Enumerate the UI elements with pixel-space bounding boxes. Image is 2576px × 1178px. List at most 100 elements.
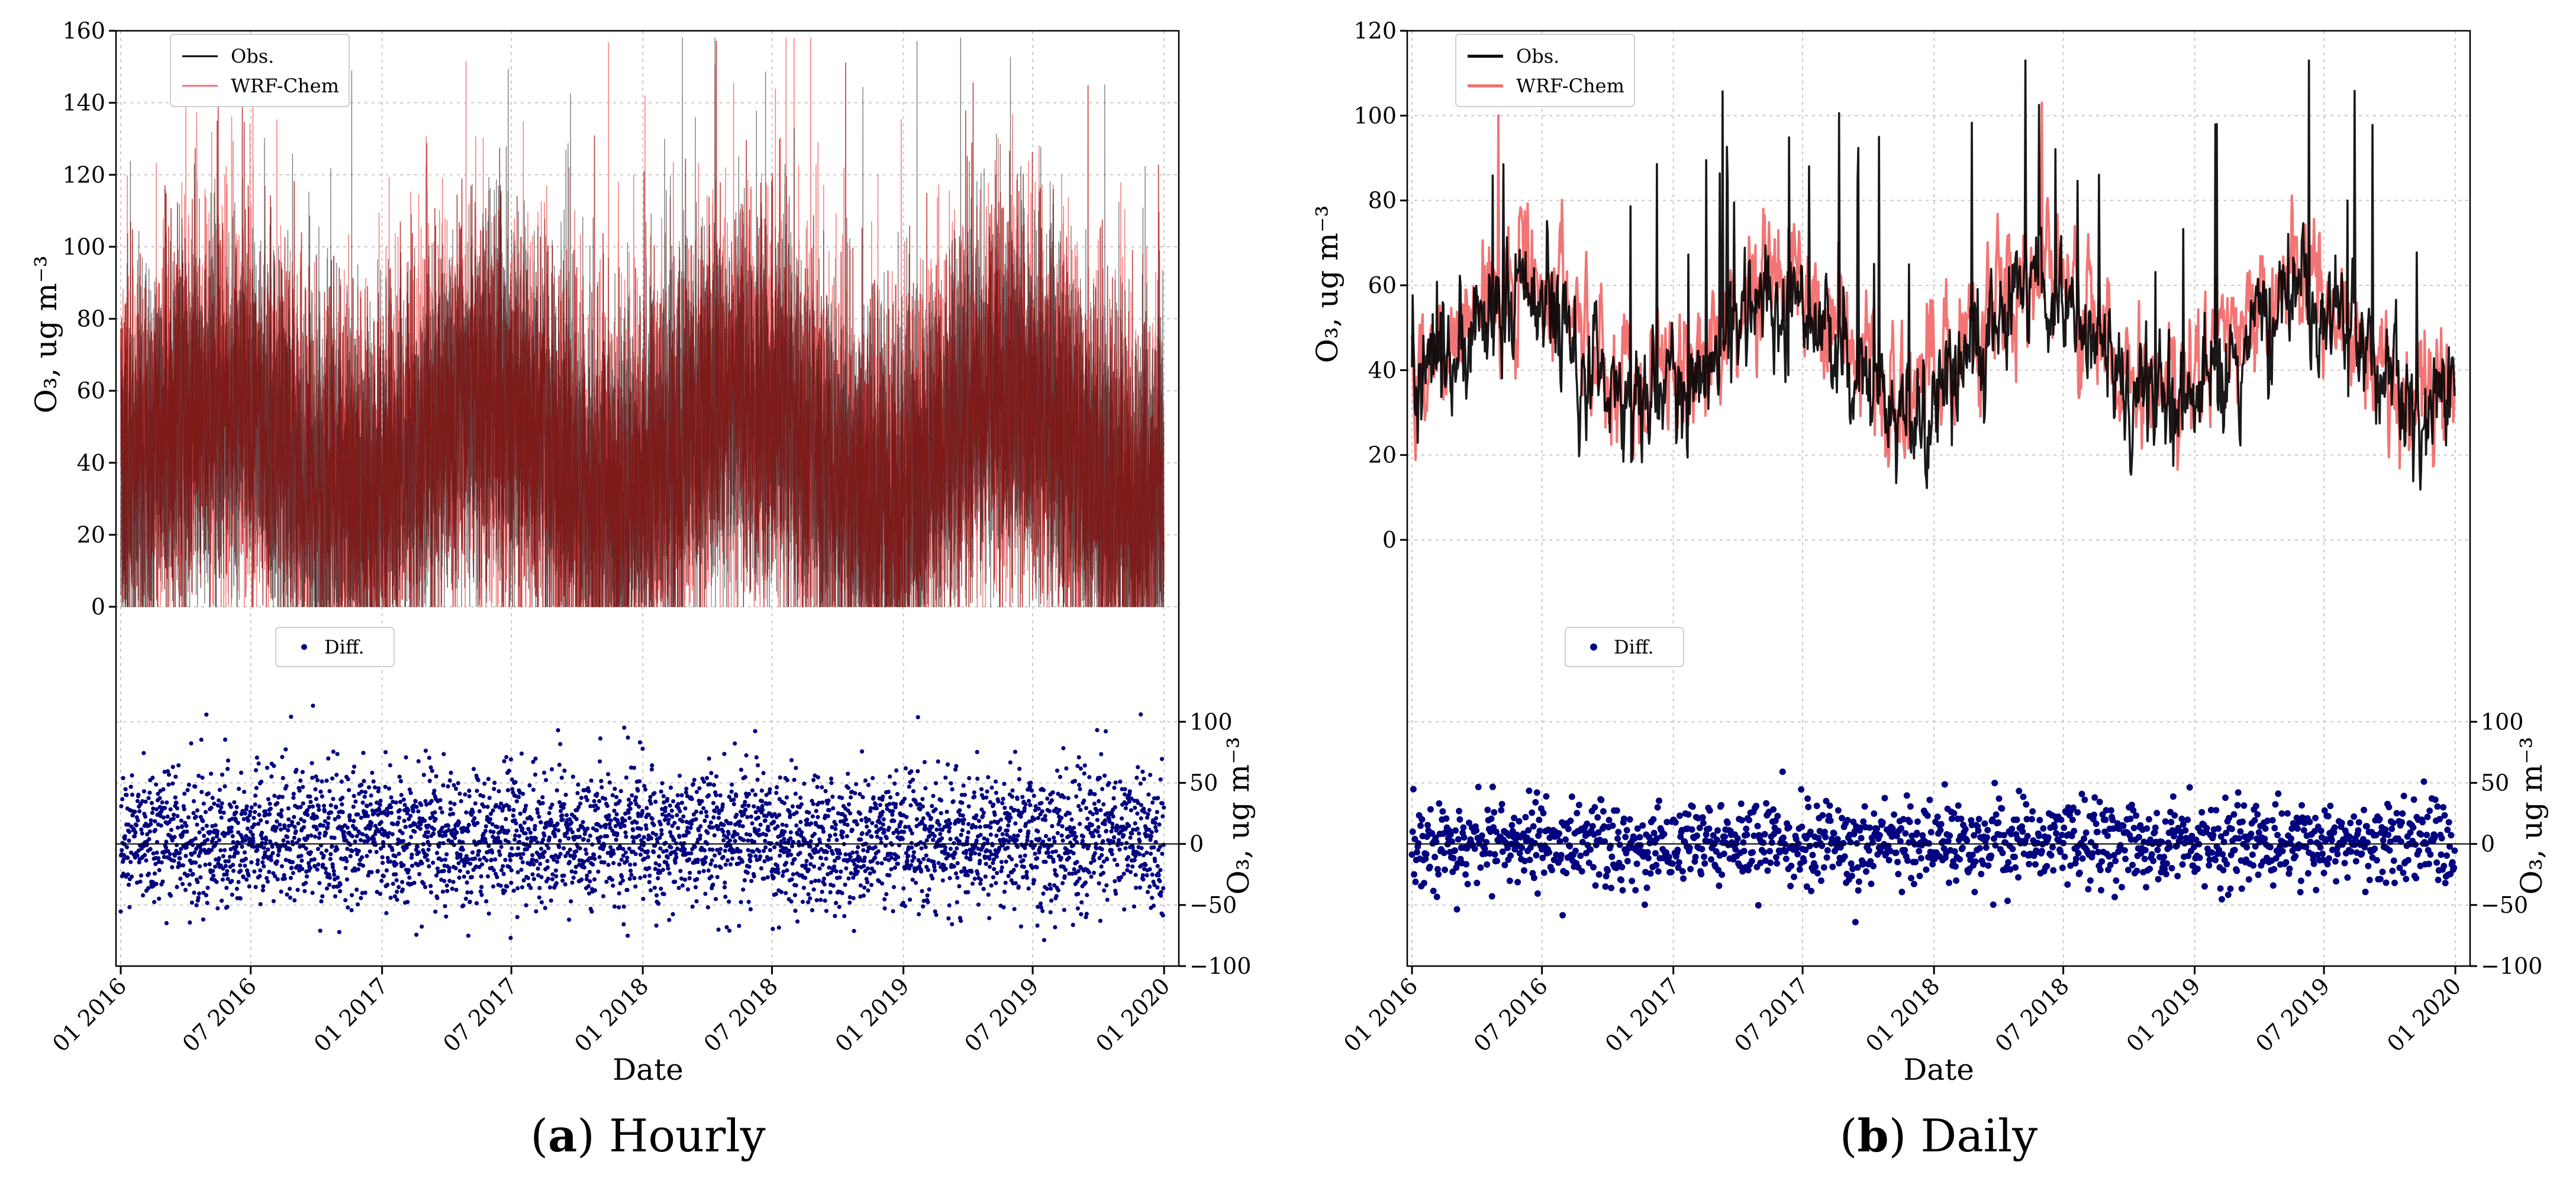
diff-point [960,800,965,805]
diff-point [698,836,702,841]
diff-point [2013,816,2020,823]
diff-point [926,858,931,862]
diff-point [1675,859,1682,866]
diff-point [531,759,536,764]
diff-point [667,871,672,876]
diff-point [568,847,573,852]
diff-point [750,788,755,793]
diff-point [1652,849,1659,857]
diff-point [833,826,838,831]
diff-point [358,838,363,842]
diff-point [2043,862,2051,870]
diff-point [794,883,798,888]
diff-point [310,775,315,780]
diff-point [742,878,747,883]
diff-point [246,873,251,878]
diff-point [537,895,541,900]
diff-point [563,854,568,858]
diff-point [741,838,746,842]
diff-point [973,825,978,829]
diff-point [1139,712,1143,717]
diff-point [737,923,741,928]
diff-point [911,789,916,794]
diff-point [407,817,411,822]
diff-point [1858,835,1865,842]
diff-point [1801,858,1807,865]
diff-point [730,782,734,787]
diff-point [1860,818,1867,825]
diff-point [711,801,716,806]
diff-point [749,878,754,883]
diff-point [1143,862,1148,867]
diff-point [1060,881,1065,886]
diff-point [785,868,789,873]
diff-point [1680,875,1687,882]
diff-point [479,884,484,889]
diff-point [420,924,424,929]
diff-point [472,816,477,820]
diff-point [2107,861,2114,868]
diff-point [291,791,296,796]
diff-point [784,860,789,865]
diff-point [548,806,553,810]
diff-point [721,829,726,834]
diff-point [466,829,470,833]
diff-point [1851,828,1858,835]
diff-point [801,899,805,905]
diff-point [526,827,531,832]
diff-point [554,874,559,878]
diff-point [153,828,157,832]
diff-point [1668,868,1675,876]
diff-point [879,861,884,865]
diff-point [154,807,159,812]
diff-point [966,804,971,809]
diff-point [947,825,952,830]
daily-concentration-series [1411,59,2456,491]
diff-point [275,877,280,881]
diff-point [363,790,368,794]
legend-label-obs: Obs. [231,45,274,67]
diff-point [911,850,916,855]
diff-point [1760,839,1767,846]
diff-point [361,751,366,755]
diff-point [992,867,997,871]
diff-point [488,817,493,822]
diff-point [1158,868,1163,873]
diff-point [141,844,146,849]
diff-point [723,848,727,853]
diff-point [611,851,616,856]
diff-point [764,813,769,818]
diff-point [490,822,495,827]
diff-point [702,848,707,852]
diff-point [423,818,427,823]
diff-point [1151,880,1156,884]
diff-point [1094,846,1099,851]
diff-point [1139,846,1144,851]
diff-point [203,862,208,867]
diff-point [248,809,253,814]
diff-point [1521,867,1527,874]
diff-point [440,889,446,894]
diff-point [675,793,680,798]
diff-point [970,881,975,886]
diff-point [389,804,394,810]
diff-point [988,832,993,837]
diff-point [765,875,770,880]
diff-point [375,868,381,874]
diff-point [1439,808,1446,815]
diff-point [906,845,911,849]
diff-point [752,839,757,844]
diff-point [1109,848,1114,852]
diff-point [1147,807,1152,813]
diff-point [723,894,728,899]
diff-point [1539,854,1546,861]
diff-point [981,814,985,819]
diff-point [543,906,547,910]
diff-point [621,905,626,909]
diff-point [446,823,451,828]
diff-point [901,900,905,905]
diff-point [470,850,475,855]
diff-point [1616,841,1623,848]
diff-point [2024,832,2031,839]
diff-point [353,799,358,804]
